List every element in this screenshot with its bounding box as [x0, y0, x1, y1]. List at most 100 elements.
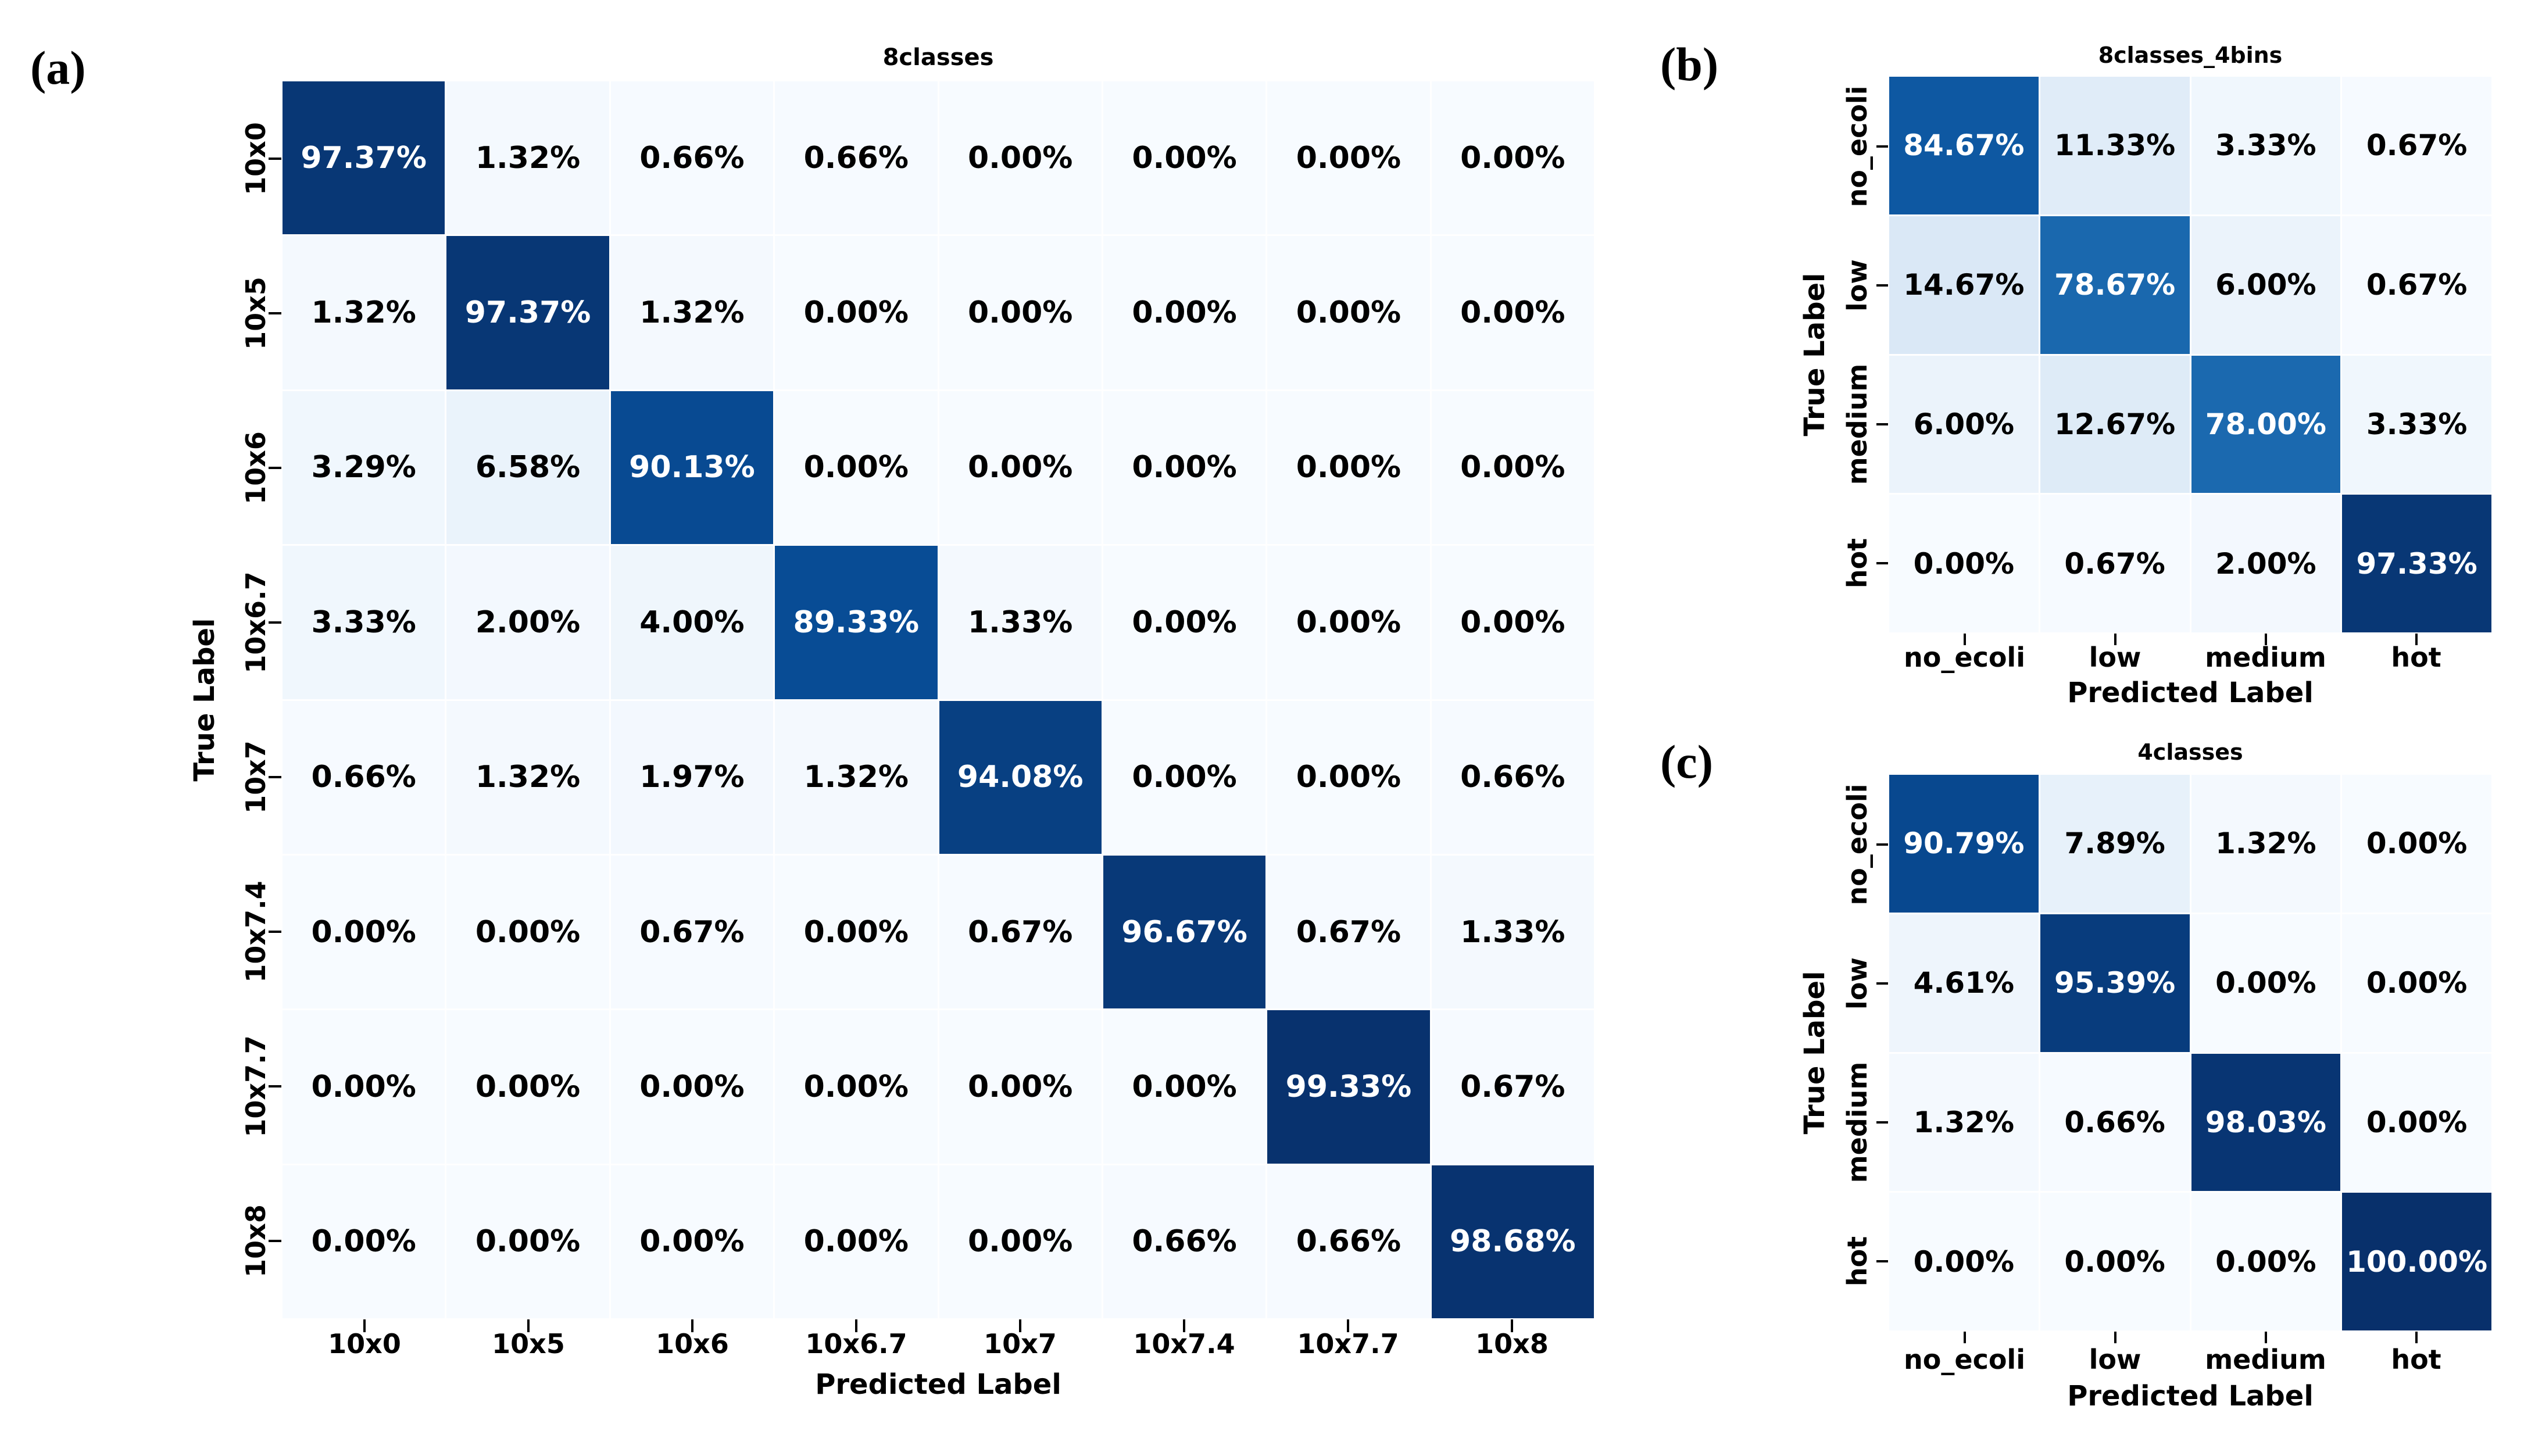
heatmap-cell-r2c6: 0.00%: [1267, 391, 1430, 545]
heatmap-cell-r5c1: 0.00%: [446, 855, 609, 1009]
y-tick-mark: [269, 1085, 281, 1087]
y-tick-label: 10x7: [240, 740, 271, 814]
heatmap-cell-r5c4: 0.67%: [939, 855, 1102, 1009]
heatmap-cell-r2c3: 3.33%: [2342, 355, 2491, 493]
heatmap-cell-r7c7: 98.68%: [1431, 1165, 1594, 1318]
panel-c-ylabel: True Label: [1799, 971, 1831, 1135]
panel-b-ylabel: True Label: [1799, 273, 1831, 437]
panel-a-ylabel: True Label: [188, 618, 221, 782]
heatmap-cell-r3c1: 0.00%: [2040, 1193, 2190, 1330]
y-tick-mark: [1876, 561, 1888, 564]
heatmap-cell-r0c2: 3.33%: [2191, 77, 2341, 214]
x-tick-label: 10x8: [1475, 1328, 1549, 1360]
heatmap-cell-r2c0: 6.00%: [1889, 355, 2039, 493]
heatmap-cell-r0c3: 0.00%: [2342, 775, 2491, 913]
heatmap-cell-r4c7: 0.66%: [1431, 700, 1594, 854]
heatmap-cell-r0c2: 1.32%: [2191, 775, 2341, 913]
heatmap-cell-r3c0: 3.33%: [283, 546, 445, 699]
x-tick-mark: [363, 1319, 366, 1332]
heatmap-cell-r0c0: 90.79%: [1889, 775, 2039, 913]
x-tick-mark: [2264, 634, 2267, 645]
heatmap-cell-r1c6: 0.00%: [1267, 236, 1430, 389]
heatmap-cell-r0c1: 11.33%: [2040, 77, 2190, 214]
heatmap-cell-r4c2: 1.97%: [610, 700, 774, 854]
x-tick-label: low: [2089, 1344, 2141, 1375]
y-tick-label: 10x7.4: [240, 881, 271, 983]
panel-c-title: 4classes: [2137, 739, 2243, 765]
x-tick-label: 10x7: [984, 1328, 1057, 1360]
heatmap-cell-r0c5: 0.00%: [1103, 81, 1266, 235]
heatmap-cell-r7c1: 0.00%: [446, 1165, 609, 1318]
heatmap-cell-r3c2: 4.00%: [610, 546, 774, 699]
heatmap-cell-r0c0: 97.37%: [283, 81, 445, 235]
y-tick-mark: [1876, 1121, 1888, 1124]
heatmap-cell-r5c2: 0.67%: [610, 855, 774, 1009]
heatmap-cell-r6c7: 0.67%: [1431, 1010, 1594, 1164]
x-tick-mark: [2114, 634, 2116, 645]
x-tick-mark: [1511, 1319, 1513, 1332]
heatmap-cell-r1c2: 1.32%: [610, 236, 774, 389]
heatmap-cell-r5c3: 0.00%: [775, 855, 938, 1009]
heatmap-cell-r7c3: 0.00%: [775, 1165, 938, 1318]
heatmap-cell-r1c3: 0.00%: [2342, 914, 2491, 1052]
heatmap-cell-r0c6: 0.00%: [1267, 81, 1430, 235]
y-tick-mark: [1876, 843, 1888, 846]
heatmap-cell-r4c5: 0.00%: [1103, 700, 1266, 854]
confusion-matrix-8classes: 97.37% 1.32% 0.66% 0.66% 0.00% 0.00% 0.00% 0.00…: [283, 81, 1594, 1318]
x-tick-mark: [1963, 634, 1966, 645]
y-tick-mark: [1876, 1260, 1888, 1262]
heatmap-cell-r7c5: 0.66%: [1103, 1165, 1266, 1318]
x-tick-label: medium: [2205, 1344, 2326, 1375]
x-tick-label: low: [2089, 642, 2141, 673]
y-tick-mark: [1876, 423, 1888, 425]
y-tick-label: 10x5: [240, 277, 271, 350]
heatmap-cell-r1c7: 0.00%: [1431, 236, 1594, 389]
heatmap-cell-r6c4: 0.00%: [939, 1010, 1102, 1164]
y-tick-mark: [269, 158, 281, 160]
y-tick-mark: [1876, 982, 1888, 985]
heatmap-cell-r7c2: 0.00%: [610, 1165, 774, 1318]
heatmap-cell-r1c0: 4.61%: [1889, 914, 2039, 1052]
heatmap-cell-r0c3: 0.66%: [775, 81, 938, 235]
y-tick-mark: [269, 776, 281, 778]
heatmap-cell-r2c3: 0.00%: [775, 391, 938, 545]
heatmap-cell-r2c1: 0.66%: [2040, 1053, 2190, 1192]
heatmap-cell-r6c1: 0.00%: [446, 1010, 609, 1164]
heatmap-cell-r2c2: 90.13%: [610, 391, 774, 545]
y-tick-label: hot: [1842, 538, 1873, 588]
heatmap-cell-r3c1: 0.67%: [2040, 495, 2190, 632]
x-tick-label: 10x6: [656, 1328, 729, 1360]
x-tick-label: 10x5: [492, 1328, 565, 1360]
x-tick-mark: [855, 1319, 857, 1332]
x-tick-mark: [2264, 1332, 2267, 1343]
heatmap-cell-r0c1: 7.89%: [2040, 775, 2190, 913]
heatmap-cell-r4c4: 94.08%: [939, 700, 1102, 854]
heatmap-cell-r1c4: 0.00%: [939, 236, 1102, 389]
y-tick-label: 10x6.7: [240, 571, 271, 674]
x-tick-label: hot: [2391, 1344, 2441, 1375]
heatmap-cell-r0c4: 0.00%: [939, 81, 1102, 235]
heatmap-cell-r3c0: 0.00%: [1889, 495, 2039, 632]
heatmap-cell-r2c1: 6.58%: [446, 391, 609, 545]
heatmap-cell-r3c1: 2.00%: [446, 546, 609, 699]
x-tick-mark: [2114, 1332, 2116, 1343]
heatmap-cell-r0c1: 1.32%: [446, 81, 609, 235]
heatmap-cell-r6c5: 0.00%: [1103, 1010, 1266, 1164]
heatmap-cell-r3c2: 2.00%: [2191, 495, 2341, 632]
heatmap-cell-r5c5: 96.67%: [1103, 855, 1266, 1009]
heatmap-cell-r1c3: 0.67%: [2342, 216, 2491, 354]
panel-a-xlabel: Predicted Label: [815, 1368, 1061, 1401]
heatmap-cell-r0c2: 0.66%: [610, 81, 774, 235]
x-tick-label: 10x7.7: [1297, 1328, 1399, 1360]
confusion-matrix-8classes-4bins: 84.67% 11.33% 3.33% 0.67% 14.67% 78.67% 6.00% 0…: [1889, 77, 2491, 632]
heatmap-cell-r1c1: 78.67%: [2040, 216, 2190, 354]
heatmap-cell-r4c0: 0.66%: [283, 700, 445, 854]
heatmap-cell-r1c0: 1.32%: [283, 236, 445, 389]
heatmap-cell-r3c5: 0.00%: [1103, 546, 1266, 699]
y-tick-label: 10x7.7: [240, 1035, 271, 1137]
panel-a-title: 8classes: [882, 44, 994, 71]
y-tick-label: hot: [1842, 1236, 1873, 1286]
heatmap-cell-r1c2: 0.00%: [2191, 914, 2341, 1052]
heatmap-cell-r5c6: 0.67%: [1267, 855, 1430, 1009]
heatmap-cell-r7c4: 0.00%: [939, 1165, 1102, 1318]
